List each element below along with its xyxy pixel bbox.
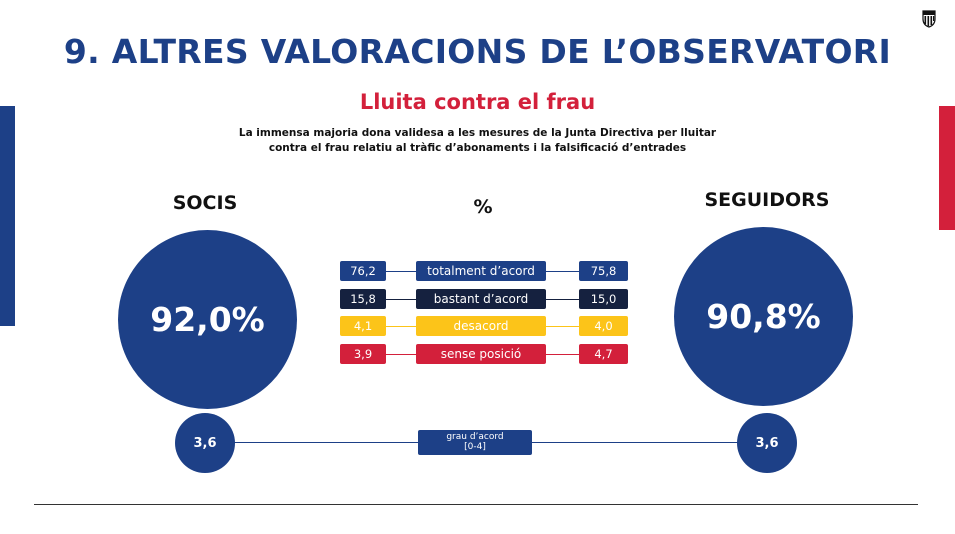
socis-total-circle: 92,0%	[118, 230, 297, 409]
grau-label-box: grau d’acord [0-4]	[418, 430, 532, 455]
section-subtitle: Lluita contra el frau	[359, 90, 596, 114]
row-connector-right	[545, 326, 579, 327]
seguidors-value-cell: 75,8	[579, 261, 628, 281]
socis-value-cell: 15,8	[340, 288, 386, 309]
right-accent-bar	[939, 106, 955, 230]
seguidors-grau-circle: 3,6	[737, 413, 797, 473]
seguidors-total-circle: 90,8%	[674, 227, 853, 406]
seguidors-value-cell: 4,7	[579, 343, 628, 364]
row-label-cell: totalment d’acord	[416, 261, 546, 281]
seguidors-value-cell: 4,0	[579, 316, 628, 336]
page-title: 9. ALTRES VALORACIONS DE L’OBSERVATORI	[63, 32, 892, 71]
seguidors-heading: SEGUIDORS	[704, 189, 830, 211]
row-connector-right	[545, 271, 579, 272]
grau-connector-right	[530, 442, 742, 443]
grau-label-line-2: [0-4]	[464, 442, 486, 452]
row-connector-left	[386, 298, 416, 300]
left-accent-bar	[0, 106, 15, 326]
socis-value-cell: 3,9	[340, 343, 386, 364]
socis-heading: SOCIS	[172, 192, 238, 214]
socis-value-cell: 76,2	[340, 261, 386, 281]
seguidors-value-cell: 15,0	[579, 288, 628, 309]
row-label-cell: desacord	[416, 316, 546, 336]
row-label-cell: sense posició	[416, 343, 546, 364]
socis-value-cell: 4,1	[340, 316, 386, 336]
club-crest-icon	[922, 10, 936, 28]
row-connector-left	[386, 271, 416, 272]
percent-heading: %	[473, 196, 493, 218]
grau-connector-left	[230, 442, 420, 443]
row-connector-left	[386, 326, 416, 327]
footer-divider	[34, 504, 918, 505]
row-label-cell: bastant d’acord	[416, 288, 546, 309]
row-connector-right	[545, 298, 579, 300]
row-connector-left	[386, 353, 416, 355]
socis-grau-circle: 3,6	[175, 413, 235, 473]
row-connector-right	[545, 353, 579, 355]
description-line-1: La immensa majoria dona validesa a les m…	[238, 127, 717, 139]
description-line-2: contra el frau relatiu al tràfic d’abona…	[268, 142, 687, 154]
description: La immensa majoria dona validesa a les m…	[0, 126, 955, 156]
grau-label-line-1: grau d’acord	[446, 432, 504, 442]
